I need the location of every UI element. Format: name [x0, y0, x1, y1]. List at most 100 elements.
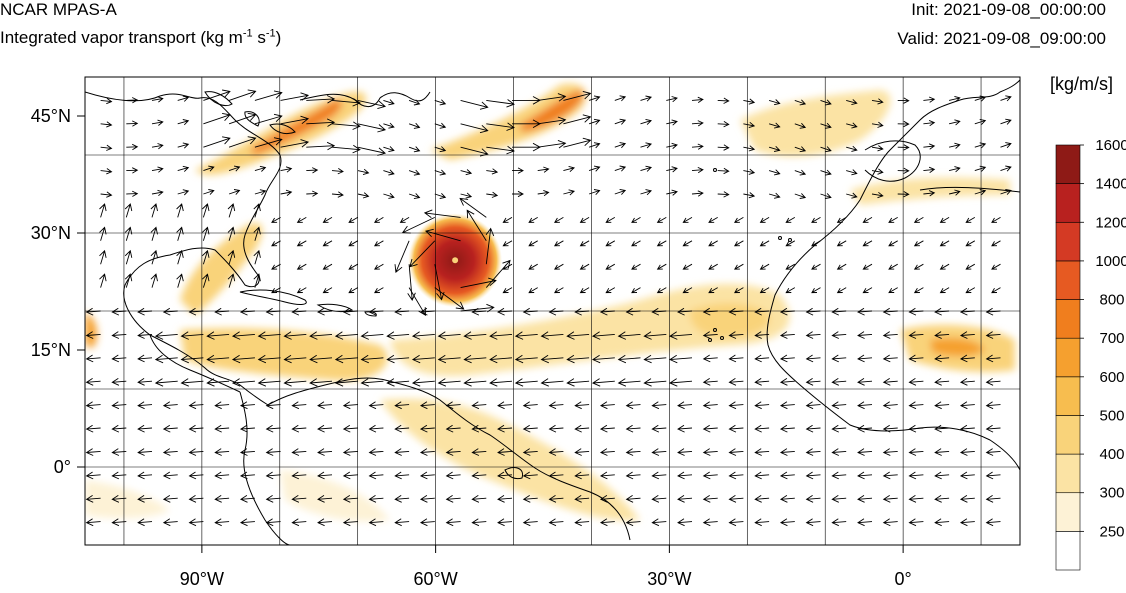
ivt-vector: [254, 165, 267, 172]
ivt-vector: [934, 448, 950, 456]
ivt-vector: [923, 96, 936, 103]
ivt-vector: [857, 518, 873, 527]
ivt-vector: [882, 448, 898, 456]
ivt-vector: [528, 287, 538, 294]
ivt-vector: [357, 168, 370, 176]
ivt-vector: [908, 424, 924, 433]
ivt-vector: [137, 307, 153, 316]
ivt-vector: [437, 378, 461, 387]
hurricane-vector: [434, 264, 445, 301]
ivt-vector: [959, 471, 975, 480]
ivt-vector: [306, 167, 319, 174]
ivt-vector: [489, 378, 513, 387]
ivt-vector: [331, 98, 361, 107]
ivt-vector: [368, 307, 384, 316]
ivt-vector: [794, 122, 807, 129]
ivt-vector: [965, 217, 976, 223]
ivt-vector: [588, 118, 601, 125]
ivt-vector: [846, 99, 858, 106]
ivt-vector: [588, 165, 601, 172]
ivt-vector: [528, 240, 538, 247]
coast-south-america-west: [239, 391, 291, 545]
ivt-band-caribbean: [180, 328, 388, 381]
ivt-vector: [785, 287, 796, 294]
colorbar-label: 500: [1099, 407, 1124, 424]
ivt-vector: [522, 448, 538, 456]
ivt-vector: [206, 354, 230, 364]
ivt-vector: [794, 99, 807, 106]
ivt-vector: [959, 331, 975, 339]
ivt-vector: [651, 424, 667, 433]
ivt-vector: [666, 189, 678, 196]
ivt-vector: [831, 495, 847, 503]
ivt-vector: [651, 401, 667, 410]
ivt-vector: [124, 273, 133, 288]
ivt-vector: [614, 165, 627, 172]
ivt-vector: [831, 448, 847, 456]
ivt-vector: [271, 240, 281, 247]
ivt-vector: [554, 240, 564, 247]
ivt-vector: [805, 378, 821, 386]
ivt-vector: [522, 401, 538, 410]
ivt-vector: [985, 378, 1001, 386]
ivt-vector: [948, 95, 961, 103]
ivt-vector: [471, 448, 487, 456]
ivt-vector: [180, 331, 204, 340]
ivt-vector: [779, 448, 795, 456]
coast-hispaniola: [316, 303, 354, 313]
ivt-vector: [257, 354, 281, 364]
ivt-vector: [857, 495, 873, 503]
colorbar-swatch: [1055, 144, 1081, 184]
ivt-vector: [126, 143, 139, 151]
ivt-vector: [640, 118, 653, 125]
ivt-vector: [717, 121, 730, 128]
ivt-vector: [846, 192, 858, 199]
ivt-vector: [177, 95, 190, 102]
ivt-vector: [368, 448, 384, 456]
ivt-vector: [85, 471, 101, 480]
ivt-vector: [805, 354, 821, 363]
ivt-vector: [574, 495, 590, 503]
ivt-vector: [309, 378, 333, 387]
colorbar-swatch: [1055, 415, 1081, 455]
ivt-vector: [554, 263, 564, 270]
ivt-vector: [805, 471, 821, 480]
ivt-vector: [605, 263, 616, 270]
ivt-vector: [897, 191, 910, 198]
ivt-vector: [939, 240, 950, 247]
hurricane-vector: [434, 287, 465, 310]
ivt-vector: [734, 217, 744, 223]
ivt-vector: [514, 331, 538, 340]
ivt-vector: [991, 240, 1001, 247]
ivt-vector: [100, 168, 113, 175]
ivt-vector: [383, 169, 395, 176]
ivt-vector: [677, 495, 693, 503]
ivt-vector: [322, 263, 333, 270]
hurricane-vector: [485, 227, 495, 265]
ivt-vector: [882, 331, 898, 339]
ivt-vector: [408, 146, 421, 153]
ivt-vector: [811, 217, 821, 223]
ivt-vector: [85, 448, 101, 456]
ivt-vector: [563, 90, 592, 101]
ivt-vector: [913, 263, 924, 270]
ivt-vector: [111, 495, 127, 503]
ivt-vector: [434, 146, 447, 153]
ivt-vector: [411, 331, 435, 340]
ivt-vector: [682, 240, 693, 247]
hurricane-vector: [401, 216, 435, 234]
ivt-vector: [203, 189, 215, 195]
ivt-shading: [85, 83, 1015, 522]
ivt-vector: [908, 495, 924, 503]
ivt-vector: [702, 401, 718, 410]
ivt-vector: [111, 424, 127, 433]
ivt-vector: [154, 378, 178, 387]
ivt-vector: [666, 119, 678, 126]
ivt-vector: [486, 99, 515, 108]
ivt-vector: [154, 354, 178, 364]
ivt-vector: [537, 116, 567, 125]
model-title: NCAR MPAS-A: [0, 0, 117, 19]
ivt-vector: [254, 189, 267, 196]
ivt-vector: [540, 378, 564, 387]
